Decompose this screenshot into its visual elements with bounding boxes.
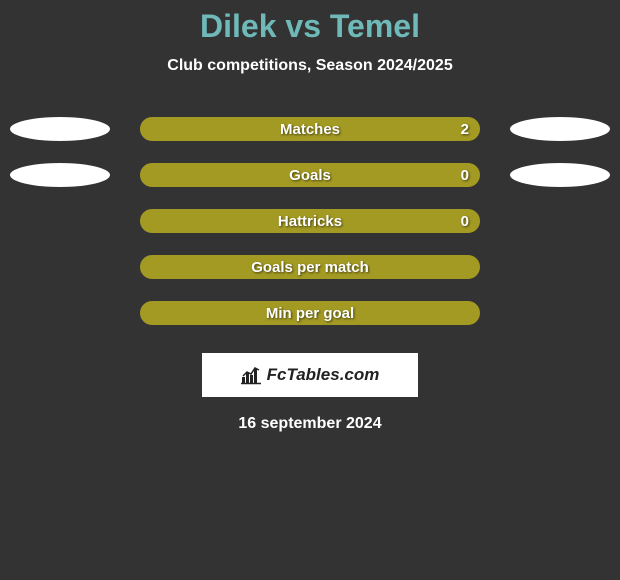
stat-label: Goals per match: [251, 259, 369, 276]
stat-row-goals: Goals 0: [0, 163, 620, 209]
page-subtitle: Club competitions, Season 2024/2025: [0, 57, 620, 75]
stat-bar-fill: Hattricks 0: [140, 209, 480, 233]
stat-bar: Goals per match: [140, 255, 480, 279]
stat-value: 2: [461, 118, 469, 142]
stat-bar: Goals 0: [140, 163, 480, 187]
stat-label: Min per goal: [266, 305, 354, 322]
player-left-marker: [10, 163, 110, 187]
stat-bar: Matches 2: [140, 117, 480, 141]
stat-label: Hattricks: [278, 213, 342, 230]
page-container: Dilek vs Temel Club competitions, Season…: [0, 0, 620, 433]
date-text: 16 september 2024: [0, 415, 620, 433]
stat-bar: Hattricks 0: [140, 209, 480, 233]
page-title: Dilek vs Temel: [0, 8, 620, 45]
player-right-marker: [510, 163, 610, 187]
badge-logo: FcTables.com: [241, 365, 380, 385]
stat-bar: Min per goal: [140, 301, 480, 325]
stat-bar-fill: Goals 0: [140, 163, 480, 187]
stat-bar-fill: Min per goal: [140, 301, 480, 325]
player-left-marker: [10, 117, 110, 141]
stat-row-hattricks: Hattricks 0: [0, 209, 620, 255]
stat-value: 0: [461, 210, 469, 234]
chart-icon: [241, 365, 263, 385]
source-badge: FcTables.com: [202, 353, 418, 397]
stat-row-matches: Matches 2: [0, 117, 620, 163]
stat-bar-fill: Goals per match: [140, 255, 480, 279]
stat-label: Goals: [289, 167, 331, 184]
stat-bar-fill: Matches 2: [140, 117, 480, 141]
player-right-marker: [510, 117, 610, 141]
stat-row-gpm: Goals per match: [0, 255, 620, 301]
stat-value: 0: [461, 164, 469, 188]
stat-row-mpg: Min per goal: [0, 301, 620, 347]
badge-text: FcTables.com: [267, 365, 380, 385]
stats-region: Matches 2 Goals 0 Hattricks 0 Goals per match M…: [0, 117, 620, 347]
stat-label: Matches: [280, 121, 340, 138]
